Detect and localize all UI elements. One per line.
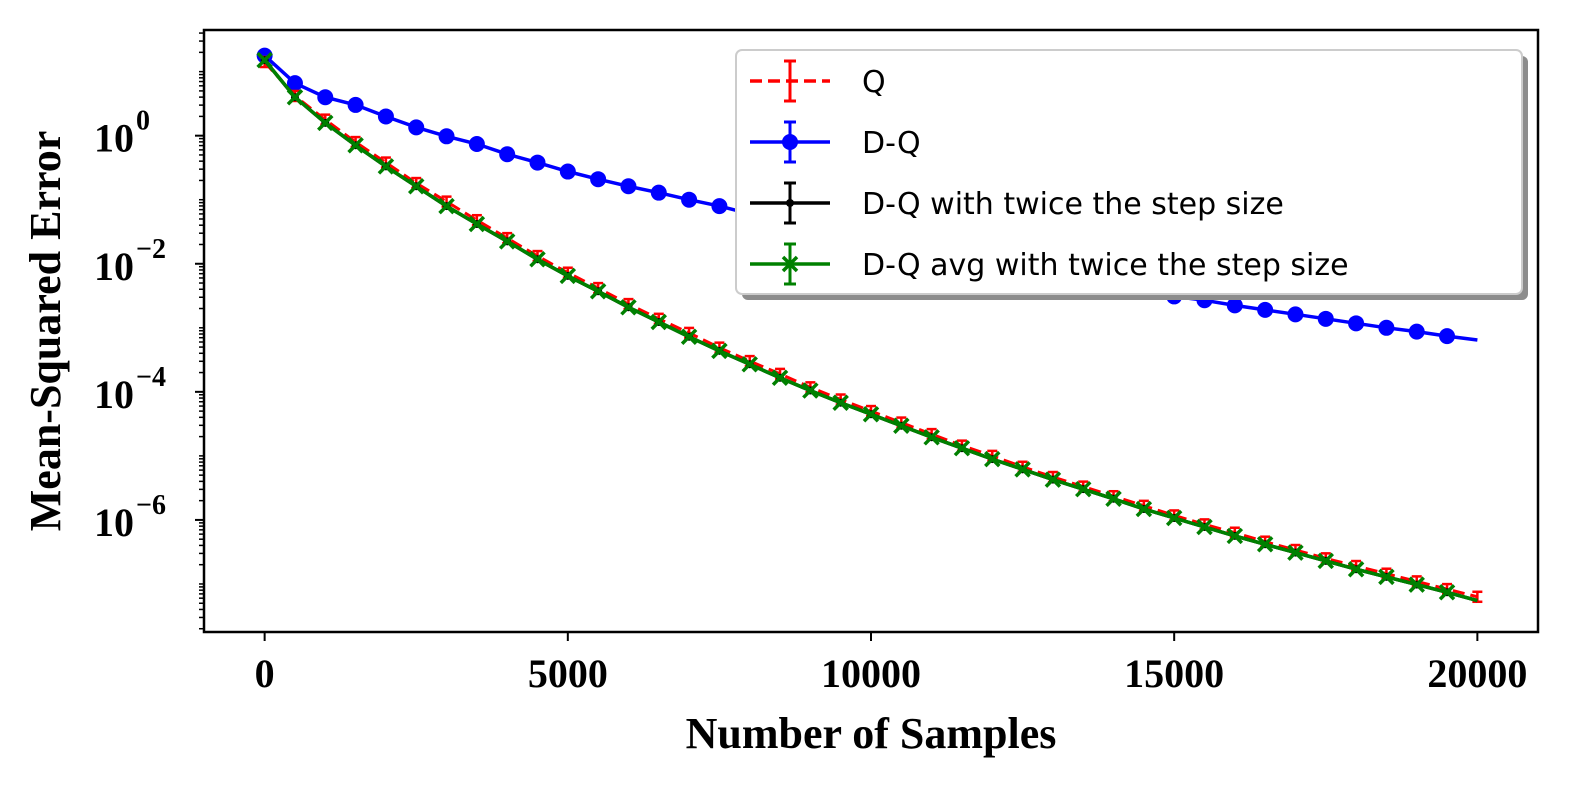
data-point (1347, 561, 1365, 578)
data-point (347, 137, 364, 154)
legend-label: D-Q with twice the step size (862, 187, 1284, 222)
legend-label: D-Q (862, 126, 921, 161)
legend-marker (786, 199, 794, 207)
legend-box (735, 49, 1523, 295)
data-point (499, 146, 516, 163)
x-tick-label: 0 (255, 651, 275, 696)
data-point (1196, 518, 1213, 536)
data-point (1135, 500, 1153, 518)
data-point (1226, 297, 1243, 314)
data-point (590, 171, 607, 188)
data-point (711, 198, 728, 215)
legend-marker (781, 255, 799, 273)
data-point (286, 75, 303, 92)
x-axis: 0 5000 10000 15000 20000 (255, 632, 1527, 696)
legend-label: Q (862, 65, 886, 100)
data-point (832, 394, 849, 411)
data-point (377, 158, 395, 175)
data-point (438, 197, 455, 215)
data-point (408, 119, 425, 136)
x-tick-label: 20000 (1427, 651, 1527, 696)
data-point (1014, 461, 1031, 478)
data-point (984, 450, 1001, 468)
legend-label: D-Q avg with twice the step size (862, 248, 1349, 283)
y-tick-base: 10 (94, 372, 134, 417)
data-point (317, 89, 334, 106)
data-point (559, 267, 577, 285)
data-point (317, 114, 334, 132)
data-point (680, 328, 698, 346)
data-point (1105, 490, 1122, 508)
legend-entry-d-q: D-Q (750, 120, 921, 164)
data-point (468, 215, 486, 233)
data-point (711, 342, 728, 360)
data-point (438, 128, 455, 145)
data-point (620, 299, 637, 316)
x-tick-label: 5000 (528, 651, 608, 696)
legend: Q D-Q D-Q with twice the step size D-Q avg … (735, 49, 1528, 300)
legend-entry-d-q-avg-with-twice-the-step-size: D-Q avg with twice the step size (750, 242, 1349, 286)
y-tick-base: 10 (94, 500, 134, 545)
y-tick-exponent: −6 (136, 490, 166, 521)
data-point (1226, 527, 1244, 545)
data-point (1348, 315, 1365, 332)
data-point (498, 233, 516, 250)
data-point (468, 135, 485, 152)
series-d-q-avg-with-twice-the-step-size (256, 51, 1478, 603)
data-point (802, 382, 819, 399)
series-layer (256, 47, 1483, 604)
data-point (893, 417, 910, 435)
data-point (559, 163, 576, 180)
y-tick-exponent: 0 (136, 106, 150, 137)
data-point (650, 184, 667, 201)
data-point (1317, 310, 1334, 327)
data-point (1256, 536, 1274, 553)
data-point (923, 429, 940, 446)
legend-entry-q: Q (750, 59, 886, 103)
data-point (953, 439, 971, 457)
data-point (347, 96, 364, 113)
data-point (1378, 319, 1395, 336)
data-point (1378, 568, 1395, 586)
data-point (1287, 306, 1304, 323)
data-point (589, 283, 607, 300)
data-point (529, 154, 546, 171)
data-point (1074, 480, 1092, 498)
y-tick-base: 10 (94, 116, 134, 161)
legend-entry-d-q-with-twice-the-step-size: D-Q with twice the step size (750, 181, 1284, 225)
data-point (256, 47, 273, 64)
y-axis-label: Mean-Squared Error (21, 131, 70, 531)
data-point (771, 369, 789, 386)
data-point (286, 89, 304, 106)
y-tick-base: 10 (94, 244, 134, 289)
y-tick-exponent: −4 (136, 362, 166, 393)
data-point (1408, 576, 1425, 593)
data-point (1408, 323, 1425, 340)
x-axis-label: Number of Samples (686, 709, 1057, 758)
data-point (620, 178, 637, 195)
x-tick-label: 15000 (1124, 651, 1224, 696)
data-point (529, 251, 546, 268)
y-tick-exponent: −2 (136, 234, 166, 265)
data-point (1165, 509, 1183, 527)
data-point (1044, 471, 1062, 488)
data-point (681, 191, 698, 208)
data-point (407, 178, 425, 195)
x-tick-label: 10000 (821, 651, 921, 696)
data-point (1317, 552, 1335, 570)
data-point (1438, 584, 1456, 601)
data-point (1439, 328, 1456, 345)
data-point (741, 356, 758, 373)
legend-marker (782, 134, 798, 150)
data-point (1257, 301, 1274, 318)
data-point (650, 313, 668, 331)
data-point (256, 51, 273, 69)
data-point (377, 108, 394, 125)
data-point (862, 406, 880, 423)
data-point (1287, 544, 1304, 561)
